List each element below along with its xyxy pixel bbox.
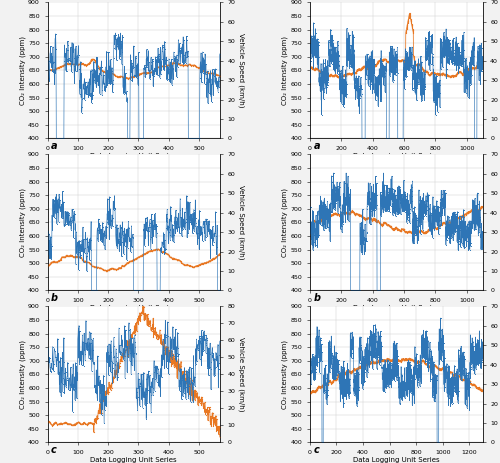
Y-axis label: CO₂ Intensity (ppm): CO₂ Intensity (ppm) — [282, 340, 288, 409]
Text: c: c — [51, 445, 57, 455]
Text: a: a — [51, 141, 58, 151]
X-axis label: Data Logging Unit Series: Data Logging Unit Series — [353, 457, 440, 463]
Y-axis label: CO₂ Intensity (ppm): CO₂ Intensity (ppm) — [282, 36, 288, 105]
Legend: CO2 (ppm), Speed (km/h): CO2 (ppm), Speed (km/h) — [340, 345, 453, 352]
Legend: CO2 (ppm), Speed (km/h): CO2 (ppm), Speed (km/h) — [77, 345, 190, 352]
Y-axis label: CO₂ Intensity (ppm): CO₂ Intensity (ppm) — [20, 188, 26, 257]
X-axis label: Data Logging Unit Series: Data Logging Unit Series — [90, 153, 177, 159]
X-axis label: Data Logging Unit Series: Data Logging Unit Series — [353, 305, 440, 311]
Text: a: a — [314, 141, 320, 151]
Y-axis label: Vehicle Speed (km/h): Vehicle Speed (km/h) — [238, 185, 244, 260]
Y-axis label: CO₂ Intensity (ppm): CO₂ Intensity (ppm) — [20, 36, 26, 105]
X-axis label: Data Logging Unit Series: Data Logging Unit Series — [90, 305, 177, 311]
Legend: CO2 (ppm), Speed (km/h): CO2 (ppm), Speed (km/h) — [340, 194, 453, 200]
Legend: CO2 (ppm), Speed (km/h): CO2 (ppm), Speed (km/h) — [77, 194, 190, 200]
Text: b: b — [314, 293, 320, 303]
Y-axis label: CO₂ Intensity (ppm): CO₂ Intensity (ppm) — [20, 340, 26, 409]
Y-axis label: Vehicle Speed (km/h): Vehicle Speed (km/h) — [238, 337, 244, 412]
X-axis label: Data Logging Unit Series: Data Logging Unit Series — [90, 457, 177, 463]
X-axis label: Data Logging Unit Series: Data Logging Unit Series — [353, 153, 440, 159]
Text: c: c — [314, 445, 319, 455]
Text: b: b — [51, 293, 58, 303]
Y-axis label: CO₂ Intensity (ppm): CO₂ Intensity (ppm) — [282, 188, 288, 257]
Y-axis label: Vehicle Speed (km/h): Vehicle Speed (km/h) — [238, 33, 244, 107]
